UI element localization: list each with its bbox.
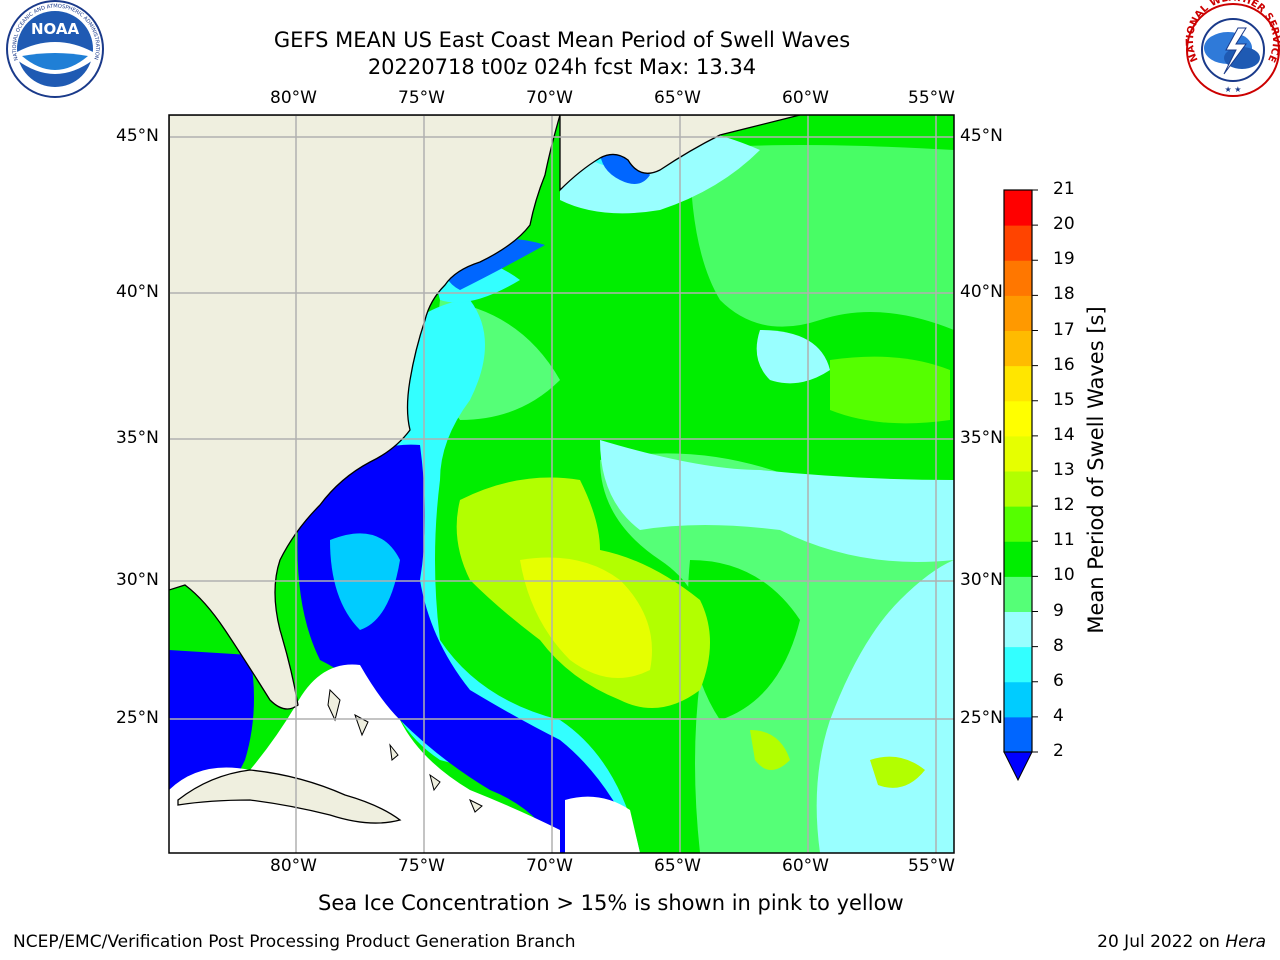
colorbar-tick-label: 15 (1053, 389, 1075, 410)
colorbar-tick-label: 20 (1053, 214, 1075, 235)
lon-label-top-65w: 65°W (654, 88, 701, 108)
lon-label-top-70w: 70°W (526, 88, 573, 108)
lon-label-bottom-55w: 55°W (908, 856, 955, 876)
graticule (169, 115, 954, 853)
colorbar-swatch (1004, 365, 1032, 402)
chart-subtitle: 20220718 t00z 024h fcst Max: 13.34 (367, 55, 757, 79)
lat-label-left-25n: 25°N (116, 708, 159, 728)
lon-label-top-80w: 80°W (270, 88, 317, 108)
colorbar-tick-label: 4 (1053, 705, 1064, 726)
lon-label-top-60w: 60°W (782, 88, 829, 108)
lat-label-left-45n: 45°N (116, 126, 159, 146)
lon-label-bottom-80w: 80°W (270, 856, 317, 876)
lat-label-left-40n: 40°N (116, 282, 159, 302)
lat-label-right-30n: 30°N (960, 570, 1003, 590)
lon-label-bottom-65w: 65°W (654, 856, 701, 876)
colorbar-tick-label: 17 (1053, 319, 1075, 340)
colorbar-swatch (1004, 681, 1032, 718)
colorbar-tick-label: 9 (1053, 600, 1064, 621)
lon-label-bottom-70w: 70°W (526, 856, 573, 876)
lat-label-right-40n: 40°N (960, 282, 1003, 302)
colorbar-swatch (1004, 400, 1032, 437)
svg-text:★ ★: ★ ★ (1225, 85, 1242, 94)
lon-label-bottom-60w: 60°W (782, 856, 829, 876)
colorbar-swatch (1004, 471, 1032, 507)
colorbar-tick-label: 11 (1053, 530, 1075, 551)
lat-label-right-45n: 45°N (960, 126, 1003, 146)
us-land (169, 115, 561, 710)
colorbar-tick-label: 12 (1053, 495, 1075, 516)
date-stamp: 20 Jul 2022 on Hera (1097, 932, 1266, 952)
colorbar-tick-label: 14 (1053, 424, 1075, 445)
colorbar-tick-label: 2 (1053, 741, 1064, 761)
colorbar-swatch (1004, 190, 1032, 226)
colorbar-swatch (1004, 646, 1032, 683)
colorbar-tick-label: 8 (1053, 635, 1064, 656)
date-text: 20 Jul 2022 on (1097, 932, 1226, 952)
sea-ice-note: Sea Ice Concentration > 15% is shown in … (318, 891, 904, 915)
map-panel (169, 115, 954, 853)
colorbar-swatch (1004, 541, 1032, 577)
chart-title: GEFS MEAN US East Coast Mean Period of S… (273, 28, 851, 52)
lat-label-left-35n: 35°N (116, 428, 159, 448)
lat-label-left-30n: 30°N (116, 570, 159, 590)
colorbar-swatch (1004, 716, 1032, 753)
colorbar-swatch (1004, 330, 1032, 367)
lat-label-right-25n: 25°N (960, 708, 1003, 728)
cuba-land (177, 769, 402, 824)
lon-label-top-55w: 55°W (908, 88, 955, 108)
lat-label-right-35n: 35°N (960, 428, 1003, 448)
colorbar-tick-label: 19 (1053, 249, 1075, 270)
colorbar-label: Mean Period of Swell Waves [s] (1084, 306, 1108, 634)
colorbar-tick-label: 10 (1053, 565, 1075, 586)
colorbar-under-arrow (1003, 751, 1033, 782)
colorbar-swatch (1004, 260, 1032, 296)
noaa-logo: NOAA NATIONAL OCEANIC AND ATMOSPHERIC AD… (6, 0, 104, 98)
lon-label-top-75w: 75°W (398, 88, 445, 108)
colorbar-swatch (1004, 225, 1032, 261)
colorbar-swatch (1004, 435, 1032, 472)
lon-label-bottom-75w: 75°W (398, 856, 445, 876)
colorbar-tick-label: 16 (1053, 354, 1075, 375)
colorbar-swatch (1004, 576, 1032, 612)
colorbar (1003, 189, 1038, 782)
colorbar-swatch (1004, 611, 1032, 648)
noaa-logo-text: NOAA (31, 20, 80, 38)
map-frame (168, 114, 955, 854)
colorbar-swatch (1004, 506, 1032, 542)
colorbar-tick-label: 18 (1053, 284, 1075, 305)
colorbar-tick-label: 21 (1053, 179, 1075, 199)
credit-line: NCEP/EMC/Verification Post Processing Pr… (13, 932, 576, 952)
colorbar-tick-label: 13 (1053, 460, 1075, 480)
nws-logo: NATIONAL WEATHER SERVICE ★ ★ (1185, 0, 1280, 97)
colorbar-tick-label: 6 (1053, 670, 1064, 691)
colorbar-swatch (1004, 295, 1032, 331)
machine-name: Hera (1225, 932, 1266, 952)
